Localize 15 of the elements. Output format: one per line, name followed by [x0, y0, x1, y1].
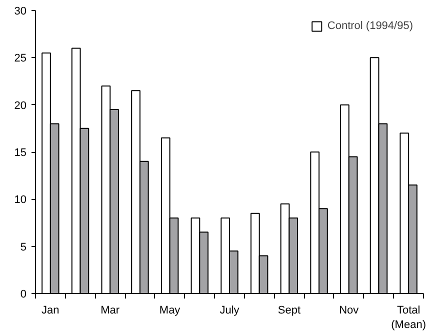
y-tick-label: 25: [14, 52, 27, 65]
x-tick-label: Total (Mean): [391, 304, 426, 331]
x-tick-label: Mar: [100, 304, 120, 316]
x-tick-label: Jan: [42, 304, 60, 316]
y-tick-label: 30: [14, 6, 27, 18]
x-tick-label: Sept: [278, 304, 301, 316]
y-tick-label: 10: [14, 194, 27, 206]
y-tick-label: 15: [14, 147, 27, 159]
x-tick-label: July: [220, 304, 240, 316]
y-tick-label: 0: [20, 288, 27, 300]
legend-label: Control (1994/95): [327, 20, 413, 32]
y-tick-label: 5: [20, 241, 27, 254]
x-tick-label: Nov: [339, 304, 360, 316]
y-tick-label: 20: [14, 100, 27, 112]
x-tick-label: May: [159, 304, 181, 316]
